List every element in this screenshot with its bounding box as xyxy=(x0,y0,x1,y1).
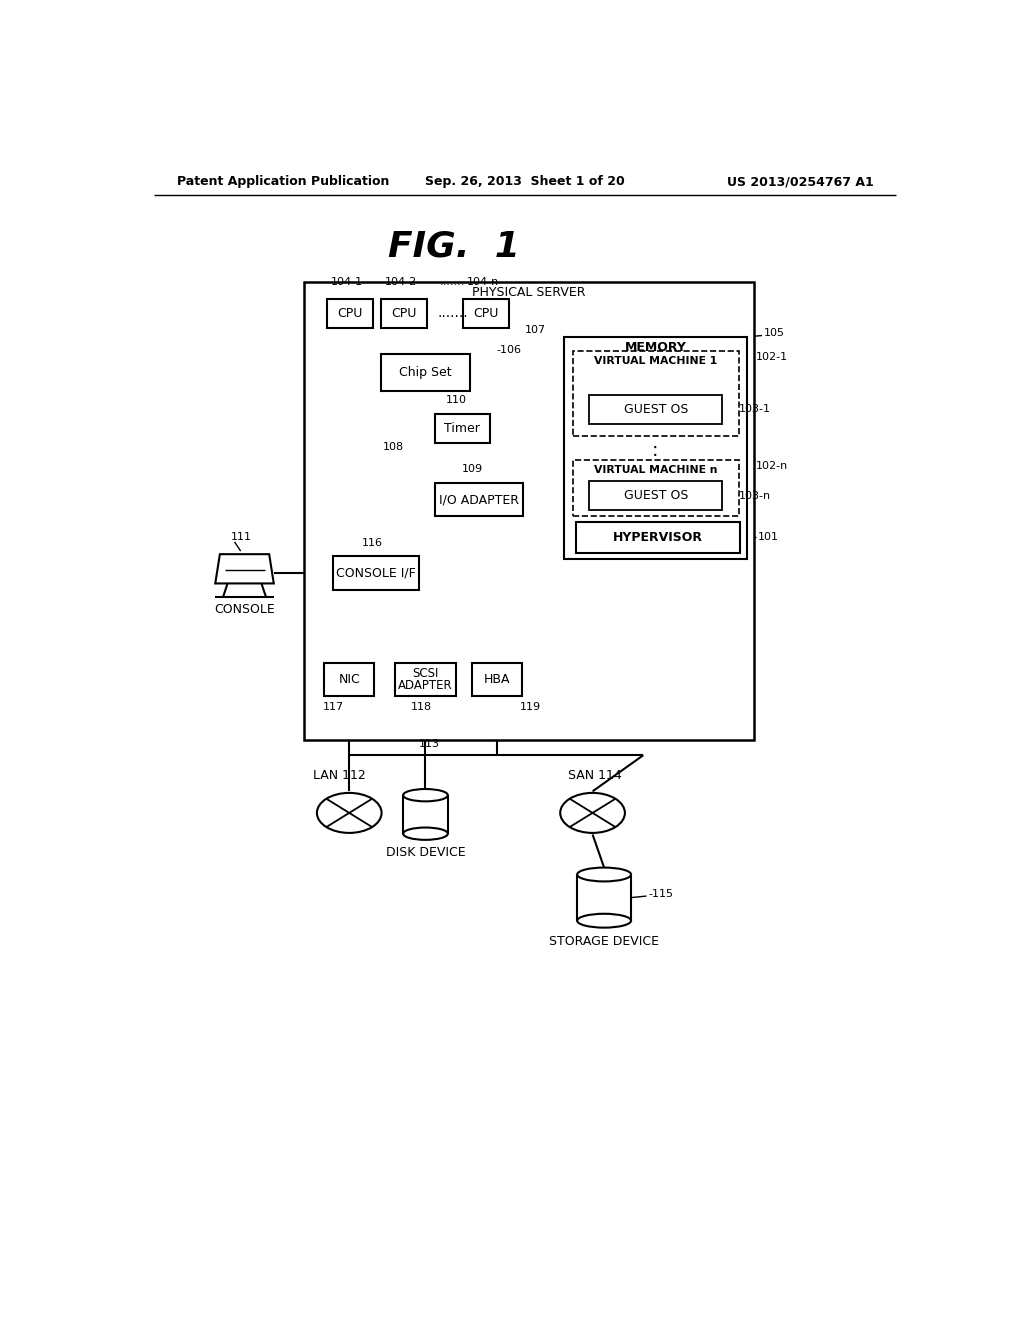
Text: 119: 119 xyxy=(520,702,542,711)
Text: SCSI: SCSI xyxy=(413,667,438,680)
Text: I/O ADAPTER: I/O ADAPTER xyxy=(439,494,519,507)
Text: Patent Application Publication: Patent Application Publication xyxy=(177,176,389,187)
Text: 118: 118 xyxy=(411,702,432,711)
Text: -115: -115 xyxy=(648,888,673,899)
Text: Timer: Timer xyxy=(444,422,480,436)
Text: -106: -106 xyxy=(497,345,521,355)
FancyBboxPatch shape xyxy=(572,461,739,516)
Text: :: : xyxy=(652,441,658,461)
Text: ADAPTER: ADAPTER xyxy=(398,678,453,692)
Text: 104-2: 104-2 xyxy=(385,277,417,288)
Text: CONSOLE: CONSOLE xyxy=(214,603,274,616)
Text: GUEST OS: GUEST OS xyxy=(624,490,688,502)
Ellipse shape xyxy=(578,867,631,882)
Text: 104-1: 104-1 xyxy=(331,277,362,288)
Text: FIG.  1: FIG. 1 xyxy=(388,230,520,264)
Text: Chip Set: Chip Set xyxy=(399,366,452,379)
Text: 110: 110 xyxy=(445,395,467,405)
FancyBboxPatch shape xyxy=(564,337,746,558)
Text: MEMORY: MEMORY xyxy=(625,342,686,354)
FancyBboxPatch shape xyxy=(304,281,755,739)
Text: 101: 101 xyxy=(758,532,778,543)
Text: .......: ....... xyxy=(437,306,468,319)
FancyBboxPatch shape xyxy=(395,663,456,696)
FancyBboxPatch shape xyxy=(590,480,722,511)
Text: 109: 109 xyxy=(462,465,483,474)
Text: CONSOLE I/F: CONSOLE I/F xyxy=(336,566,416,579)
Text: 107: 107 xyxy=(524,325,546,335)
Text: 117: 117 xyxy=(323,702,344,711)
Text: 113: 113 xyxy=(419,739,440,750)
Text: 104-n: 104-n xyxy=(467,277,500,288)
Text: 105: 105 xyxy=(764,329,784,338)
FancyBboxPatch shape xyxy=(472,663,522,696)
Ellipse shape xyxy=(403,789,447,801)
FancyBboxPatch shape xyxy=(575,521,740,553)
Text: Sep. 26, 2013  Sheet 1 of 20: Sep. 26, 2013 Sheet 1 of 20 xyxy=(425,176,625,187)
FancyBboxPatch shape xyxy=(327,300,373,327)
Text: 102-n: 102-n xyxy=(756,462,788,471)
Text: DISK DEVICE: DISK DEVICE xyxy=(386,846,465,859)
FancyBboxPatch shape xyxy=(463,300,509,327)
Text: PHYSICAL SERVER: PHYSICAL SERVER xyxy=(472,286,586,298)
Text: GUEST OS: GUEST OS xyxy=(624,403,688,416)
Text: VIRTUAL MACHINE n: VIRTUAL MACHINE n xyxy=(594,465,718,475)
Text: HYPERVISOR: HYPERVISOR xyxy=(613,531,703,544)
FancyBboxPatch shape xyxy=(381,354,470,391)
Text: HBA: HBA xyxy=(483,673,510,686)
FancyBboxPatch shape xyxy=(572,351,739,436)
Text: VIRTUAL MACHINE 1: VIRTUAL MACHINE 1 xyxy=(594,356,718,366)
Text: 102-1: 102-1 xyxy=(756,352,787,362)
FancyBboxPatch shape xyxy=(333,557,419,590)
Text: 108: 108 xyxy=(383,442,403,453)
Text: LAN 112: LAN 112 xyxy=(313,770,366,783)
Text: 103-1: 103-1 xyxy=(739,404,771,414)
Text: .......: ....... xyxy=(439,277,465,288)
Text: CPU: CPU xyxy=(474,308,499,319)
FancyBboxPatch shape xyxy=(381,300,427,327)
FancyBboxPatch shape xyxy=(435,414,490,444)
Text: CPU: CPU xyxy=(391,308,417,319)
Text: US 2013/0254767 A1: US 2013/0254767 A1 xyxy=(727,176,873,187)
Text: NIC: NIC xyxy=(338,673,360,686)
Text: SAN 114: SAN 114 xyxy=(568,770,622,783)
Text: CPU: CPU xyxy=(337,308,362,319)
Text: 111: 111 xyxy=(230,532,252,543)
FancyBboxPatch shape xyxy=(590,395,722,424)
FancyBboxPatch shape xyxy=(435,483,523,516)
FancyBboxPatch shape xyxy=(325,663,374,696)
Text: 103-n: 103-n xyxy=(739,491,771,500)
Text: STORAGE DEVICE: STORAGE DEVICE xyxy=(549,935,659,948)
Text: 116: 116 xyxy=(361,537,383,548)
